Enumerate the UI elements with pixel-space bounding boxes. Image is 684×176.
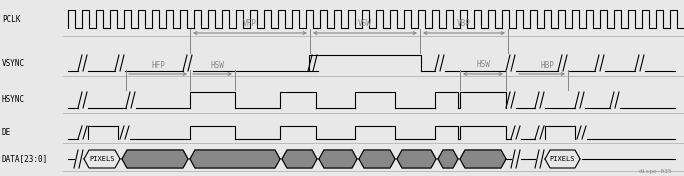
- Text: DE: DE: [2, 128, 11, 137]
- Polygon shape: [122, 150, 188, 168]
- Text: VFP: VFP: [243, 19, 257, 28]
- Text: DATA[23:0]: DATA[23:0]: [2, 155, 49, 164]
- Text: HBP: HBP: [540, 61, 554, 70]
- Text: PCLK: PCLK: [2, 14, 21, 24]
- Polygon shape: [397, 150, 436, 168]
- Text: VSYNC: VSYNC: [2, 58, 25, 68]
- Text: HFP: HFP: [151, 61, 165, 70]
- Polygon shape: [319, 150, 357, 168]
- Text: HSW: HSW: [211, 61, 224, 70]
- Polygon shape: [190, 150, 280, 168]
- Polygon shape: [359, 150, 395, 168]
- Text: PIXELS: PIXELS: [89, 156, 115, 162]
- Text: HSW: HSW: [476, 60, 490, 69]
- Polygon shape: [438, 150, 458, 168]
- Text: PIXELS: PIXELS: [550, 156, 575, 162]
- Polygon shape: [460, 150, 506, 168]
- Text: HSYNC: HSYNC: [2, 96, 25, 105]
- Polygon shape: [282, 150, 317, 168]
- Text: VBP: VBP: [457, 19, 471, 28]
- Text: VSW: VSW: [358, 19, 372, 28]
- Text: dispo-035: dispo-035: [638, 169, 672, 174]
